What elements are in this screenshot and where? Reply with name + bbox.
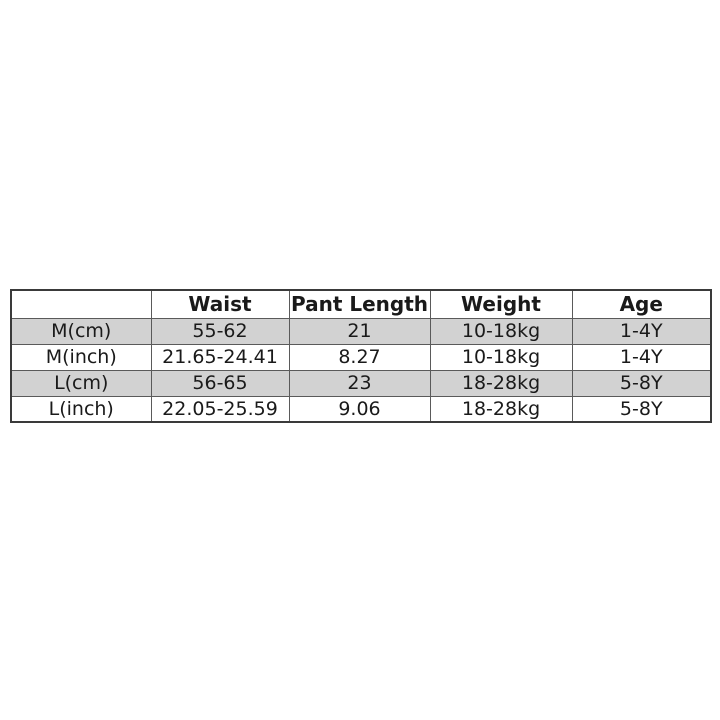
- header-cell-age: Age: [571, 289, 712, 319]
- row-label-cell: M(inch): [10, 343, 152, 371]
- data-cell: 23: [288, 369, 431, 397]
- data-cell: 56-65: [150, 369, 290, 397]
- data-cell: 1-4Y: [571, 343, 712, 371]
- data-cell: 10-18kg: [429, 343, 573, 371]
- data-cell: 5-8Y: [571, 395, 712, 423]
- header-cell-weight: Weight: [429, 289, 573, 319]
- data-cell: 5-8Y: [571, 369, 712, 397]
- data-cell: 18-28kg: [429, 369, 573, 397]
- header-cell-empty: [10, 289, 152, 319]
- data-cell: 22.05-25.59: [150, 395, 290, 423]
- size-chart-body: M(cm) 55-62 21 10-18kg 1-4Y M(inch) 21.65-24.4…: [10, 317, 712, 423]
- row-label-cell: L(cm): [10, 369, 152, 397]
- data-cell: 21.65-24.41: [150, 343, 290, 371]
- size-chart-header: Waist Pant Length Weight Age: [10, 289, 712, 319]
- table-row: M(inch) 21.65-24.41 8.27 10-18kg 1-4Y: [10, 343, 712, 371]
- header-row: Waist Pant Length Weight Age: [10, 289, 712, 319]
- data-cell: 18-28kg: [429, 395, 573, 423]
- table-row: L(inch) 22.05-25.59 9.06 18-28kg 5-8Y: [10, 395, 712, 423]
- row-label-cell: M(cm): [10, 317, 152, 345]
- data-cell: 9.06: [288, 395, 431, 423]
- data-cell: 21: [288, 317, 431, 345]
- table-row: L(cm) 56-65 23 18-28kg 5-8Y: [10, 369, 712, 397]
- table-row: M(cm) 55-62 21 10-18kg 1-4Y: [10, 317, 712, 345]
- size-chart-table: Waist Pant Length Weight Age M(cm) 55-62 2…: [10, 289, 712, 423]
- data-cell: 8.27: [288, 343, 431, 371]
- header-cell-waist: Waist: [150, 289, 290, 319]
- data-cell: 55-62: [150, 317, 290, 345]
- header-cell-pant-length: Pant Length: [288, 289, 431, 319]
- row-label-cell: L(inch): [10, 395, 152, 423]
- data-cell: 1-4Y: [571, 317, 712, 345]
- data-cell: 10-18kg: [429, 317, 573, 345]
